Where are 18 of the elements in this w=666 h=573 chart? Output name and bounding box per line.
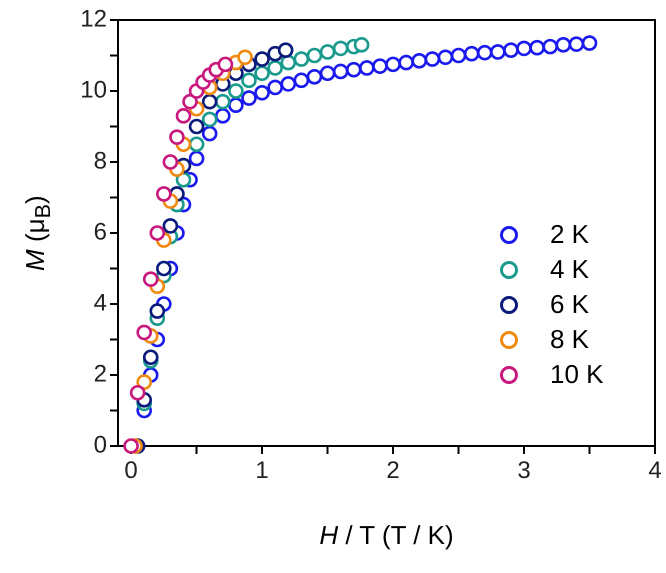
y-tick-label: 4 xyxy=(94,290,107,317)
x-tick-label: 2 xyxy=(386,457,400,484)
legend-label: 8 K xyxy=(550,324,590,355)
x-tick-label: 4 xyxy=(648,457,662,484)
y-tick-label: 2 xyxy=(94,360,107,388)
legend-label: 10 K xyxy=(550,359,604,390)
y-tick-label: 8 xyxy=(94,148,107,175)
legend-label: 2 K xyxy=(550,219,590,250)
legend-label: 6 K xyxy=(550,289,590,320)
y-tick-label: 0 xyxy=(94,432,107,459)
y-tick-label: 6 xyxy=(94,218,107,246)
x-tick-label: 0 xyxy=(124,457,138,484)
x-tick-label: 3 xyxy=(517,457,531,484)
x-axis-title: H / T (T / K) xyxy=(318,520,455,551)
y-tick-label: 12 xyxy=(80,6,107,33)
x-tick-label: 1 xyxy=(255,457,269,484)
legend-label: 4 K xyxy=(550,254,590,285)
y-tick-label: 10 xyxy=(80,76,107,104)
